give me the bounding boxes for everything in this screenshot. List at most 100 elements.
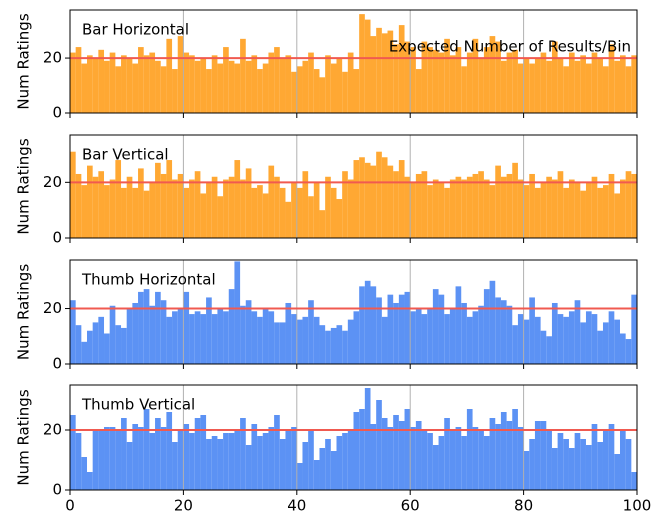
bar: [336, 325, 343, 364]
bar: [143, 55, 150, 113]
bar: [313, 182, 320, 238]
bar: [512, 49, 518, 113]
bar: [410, 47, 416, 113]
bar: [438, 52, 445, 113]
x-tick-label: 20: [174, 497, 193, 515]
bar: [415, 421, 422, 490]
bar: [512, 409, 518, 490]
bar: [109, 179, 116, 238]
bar: [177, 36, 184, 113]
bar: [602, 66, 609, 113]
bar: [393, 415, 399, 490]
bar: [228, 433, 235, 490]
bar: [381, 157, 388, 238]
bar: [92, 322, 99, 364]
bar: [109, 305, 116, 364]
bar: [534, 58, 541, 113]
bar: [551, 448, 558, 490]
bar: [568, 448, 575, 490]
bar: [160, 300, 167, 364]
bar: [438, 182, 445, 238]
bar: [296, 187, 303, 238]
bar: [183, 187, 190, 238]
bar: [75, 433, 82, 490]
bar: [228, 60, 235, 113]
bar: [330, 63, 337, 113]
bar: [534, 316, 541, 364]
bar: [200, 314, 207, 364]
bar: [625, 339, 632, 364]
bar: [376, 297, 382, 364]
bar: [483, 436, 490, 490]
y-tick-label: 0: [52, 481, 62, 499]
bar: [342, 330, 348, 364]
bar: [75, 325, 82, 364]
bar: [631, 294, 637, 364]
bar: [359, 14, 365, 113]
bar: [285, 201, 292, 238]
bar: [217, 439, 224, 490]
bar: [87, 472, 93, 490]
bar: [121, 418, 127, 490]
panel-title: Thumb Horizontal: [81, 271, 216, 289]
bar: [336, 436, 343, 490]
bar: [104, 333, 110, 364]
bar: [461, 436, 467, 490]
y-axis-label: Num Ratings: [15, 138, 33, 234]
bar: [115, 430, 122, 490]
bar: [189, 55, 195, 113]
bar: [614, 454, 620, 490]
bar: [75, 173, 82, 238]
bar: [619, 430, 626, 490]
bar: [597, 330, 603, 364]
bar: [410, 311, 416, 364]
bar: [455, 427, 462, 490]
bar: [194, 171, 201, 238]
bar: [523, 58, 530, 113]
bar: [449, 179, 456, 238]
bar: [557, 433, 564, 490]
bar: [268, 311, 275, 364]
bar: [126, 176, 133, 238]
bar: [512, 162, 518, 238]
bar: [251, 187, 258, 238]
bar: [506, 52, 513, 113]
bar: [268, 52, 275, 113]
bar: [529, 439, 535, 490]
bar: [279, 58, 286, 113]
bar: [376, 151, 382, 238]
bar: [200, 193, 207, 238]
bar: [234, 160, 241, 238]
bar: [580, 190, 586, 238]
bar: [143, 289, 150, 364]
bar: [421, 171, 428, 238]
bar: [427, 47, 433, 113]
bar: [529, 297, 535, 364]
bar: [574, 433, 581, 490]
bar: [427, 185, 433, 238]
bar: [262, 63, 269, 113]
bar: [217, 308, 224, 364]
bar: [302, 316, 309, 364]
bar: [104, 60, 110, 113]
bar: [608, 311, 615, 364]
bar: [109, 427, 116, 490]
bar: [211, 314, 218, 364]
bar: [172, 69, 178, 113]
bar: [274, 176, 280, 238]
bar: [138, 168, 144, 238]
bar: [376, 400, 382, 490]
bar: [257, 316, 263, 364]
bar: [138, 427, 144, 490]
bar: [523, 319, 530, 364]
bar: [262, 308, 269, 364]
bar: [404, 409, 411, 490]
bar: [234, 261, 241, 364]
bar: [115, 325, 122, 364]
panel-title: Thumb Vertical: [81, 396, 195, 414]
bar: [472, 38, 479, 114]
bar: [149, 182, 156, 238]
bar: [483, 47, 490, 113]
bar: [557, 58, 564, 113]
bar: [296, 66, 303, 113]
